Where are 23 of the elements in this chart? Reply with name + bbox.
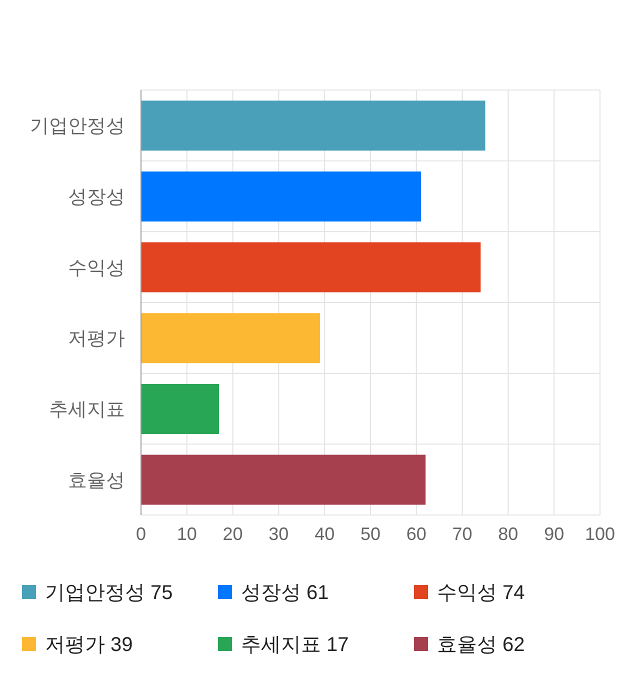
legend-label: 수익성 74 (437, 580, 525, 606)
legend-label: 저평가 39 (45, 632, 133, 658)
x-tick-label: 60 (406, 524, 426, 544)
x-tick-label: 100 (584, 524, 616, 544)
y-tick-label: 효율성 (68, 470, 125, 492)
y-tick-label: 성장성 (68, 186, 125, 208)
y-tick-label: 추세지표 (49, 399, 125, 420)
y-tick-label: 저평가 (68, 328, 125, 350)
legend-label: 성장성 61 (241, 580, 329, 606)
x-tick-label: 40 (314, 524, 335, 544)
legend-label: 기업안정성 75 (45, 580, 173, 606)
x-tick-label: 80 (498, 524, 518, 544)
x-tick-label: 70 (452, 524, 472, 544)
legend-label: 효율성 62 (437, 632, 525, 658)
x-tick-label: 50 (360, 524, 381, 544)
x-tick-label: 10 (176, 524, 197, 544)
x-tick-label: 0 (136, 524, 146, 544)
x-tick-label: 90 (544, 524, 564, 544)
legend-label: 추세지표 17 (241, 632, 349, 658)
y-tick-label: 수익성 (68, 258, 125, 279)
x-tick-label: 30 (268, 524, 289, 544)
y-tick-label: 기업안정성 (30, 116, 125, 138)
x-tick-label: 20 (222, 524, 243, 544)
